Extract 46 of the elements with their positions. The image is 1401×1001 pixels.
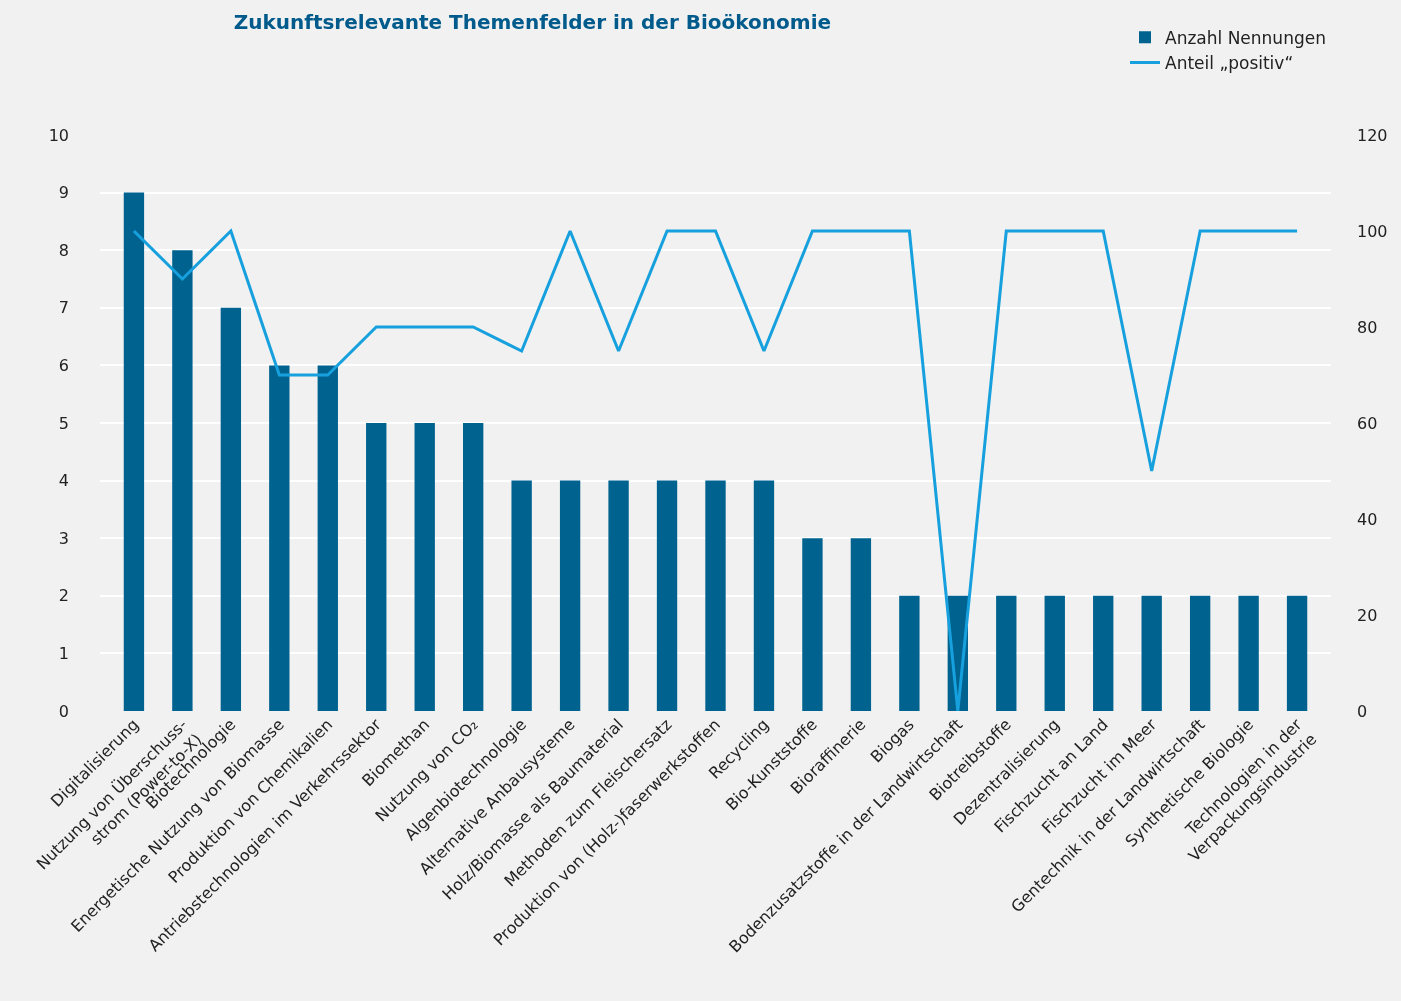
legend-label: Anzahl Nennungen: [1165, 27, 1326, 48]
bar: [414, 423, 435, 711]
bar: [850, 538, 872, 711]
bar: [1189, 595, 1211, 711]
y2-tick-label: 0: [1357, 701, 1368, 721]
y2-tick-label: 120: [1357, 125, 1388, 145]
bar: [1044, 595, 1065, 711]
bar: [996, 595, 1017, 711]
y-tick-label: 7: [58, 298, 69, 318]
y2-tick-label: 100: [1357, 221, 1388, 241]
y-tick-label: 0: [58, 701, 69, 721]
y-tick-label: 4: [58, 471, 69, 491]
bar: [172, 250, 193, 711]
chart-title: Zukunftsrelevante Themenfelder in der Bioökonomie: [233, 10, 832, 35]
bar: [608, 480, 629, 711]
bar: [1286, 595, 1308, 711]
bar: [559, 480, 581, 711]
y-tick-label: 8: [58, 240, 69, 260]
y-tick-label: 10: [48, 125, 69, 145]
line-series: [132, 229, 1299, 711]
bar: [220, 307, 242, 711]
y-tick-label: 5: [58, 413, 69, 433]
bar: [511, 480, 532, 711]
legend-label: Anteil „positiv“: [1165, 53, 1294, 74]
y-tick-label: 2: [58, 586, 69, 606]
y-tick-label: 6: [58, 356, 69, 375]
bar: [753, 480, 775, 711]
bar: [366, 423, 387, 711]
bar: [123, 192, 145, 711]
bar: [899, 595, 920, 711]
bar: [656, 480, 678, 711]
bar: [802, 538, 823, 711]
y-tick-label: 1: [58, 644, 69, 663]
y2-tick-label: 40: [1357, 509, 1378, 529]
bar: [1093, 595, 1114, 711]
y-tick-label: 9: [58, 183, 69, 203]
y2-tick-label: 60: [1357, 413, 1378, 433]
bar: [317, 365, 338, 711]
bar: [1141, 595, 1162, 711]
bar: [463, 423, 484, 711]
bar: [269, 365, 290, 711]
bar: [705, 480, 726, 711]
y2-tick-label: 80: [1357, 317, 1378, 337]
y2-tick-label: 20: [1357, 605, 1378, 625]
bar: [1238, 595, 1259, 711]
y-tick-label: 3: [58, 528, 69, 548]
